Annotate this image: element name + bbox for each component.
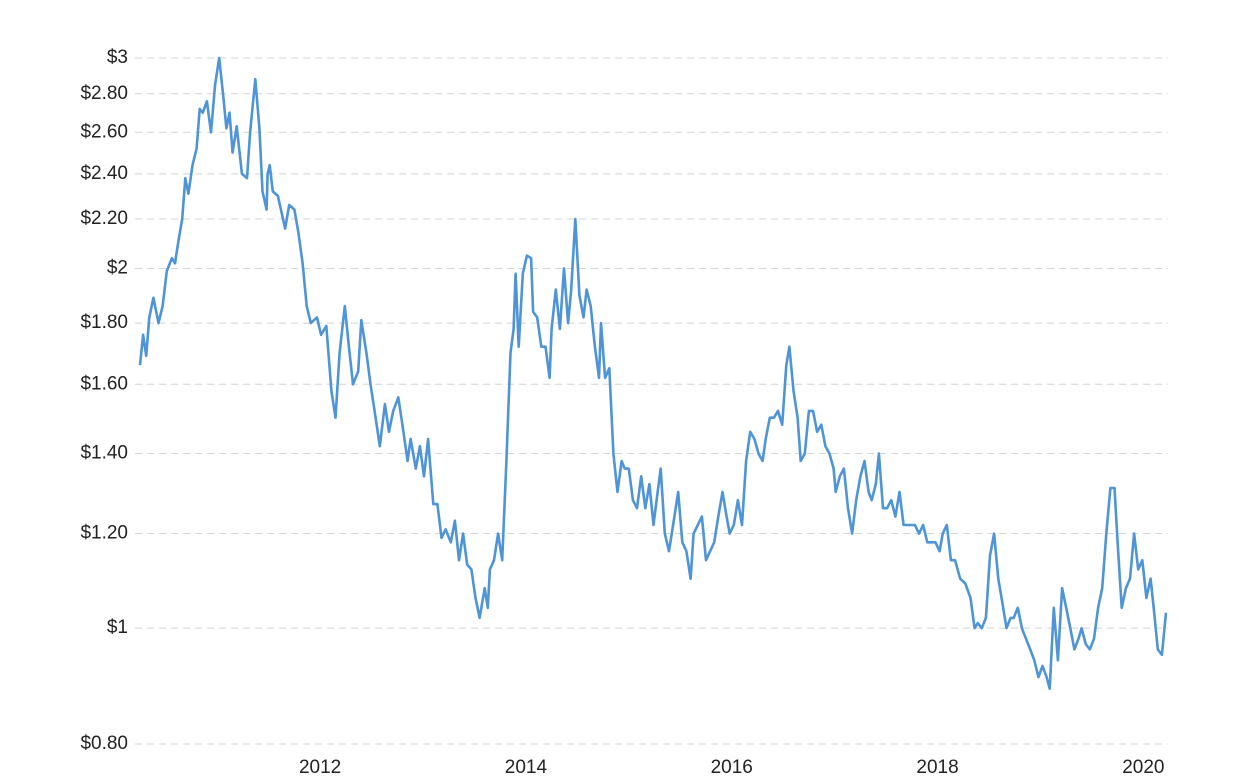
x-tick-label: 2012 bbox=[299, 757, 341, 778]
y-tick-label: $0.80 bbox=[80, 733, 128, 754]
y-tick-label: $1.80 bbox=[80, 312, 128, 333]
x-tick-label: 2016 bbox=[711, 757, 753, 778]
x-tick-label: 2014 bbox=[505, 757, 548, 778]
y-tick-label: $2.20 bbox=[80, 208, 128, 229]
x-tick-label: 2018 bbox=[916, 757, 958, 778]
x-tick-label: 2020 bbox=[1122, 757, 1164, 778]
y-tick-label: $1.20 bbox=[80, 523, 128, 544]
y-tick-label: $3 bbox=[107, 47, 128, 68]
y-tick-label: $2 bbox=[107, 257, 128, 278]
y-tick-label: $2.60 bbox=[80, 121, 128, 142]
y-tick-label: $2.80 bbox=[80, 83, 128, 104]
y-tick-label: $1 bbox=[107, 617, 128, 638]
y-tick-label: $1.60 bbox=[80, 373, 128, 394]
y-tick-label: $1.40 bbox=[80, 443, 128, 464]
y-tick-label: $2.40 bbox=[80, 163, 128, 184]
price-line bbox=[138, 56, 1168, 690]
